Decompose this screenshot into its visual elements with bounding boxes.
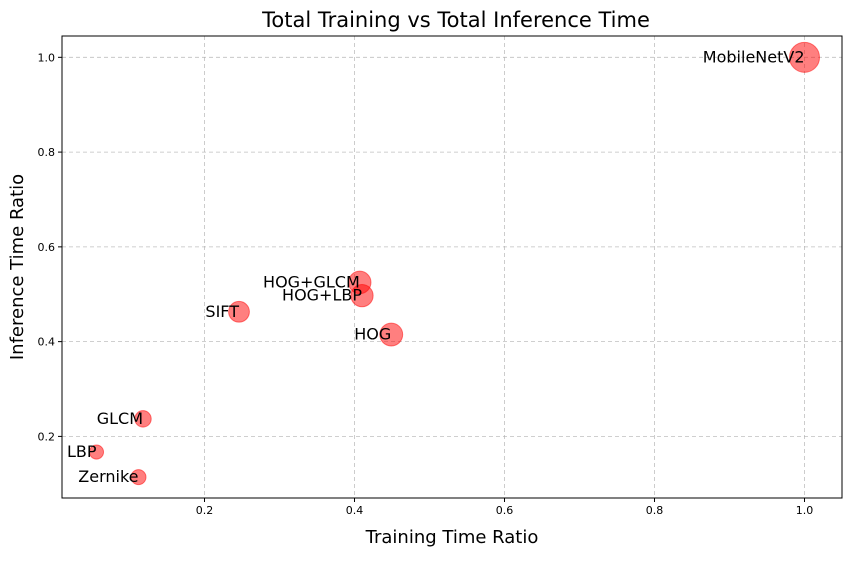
data-markers [88, 41, 820, 486]
data-point-label: SIFT [205, 302, 239, 321]
y-tick-label: 0.8 [38, 146, 56, 159]
data-point-marker [350, 284, 374, 308]
y-tick-label: 1.0 [38, 51, 56, 64]
data-point-label: HOG+LBP [282, 286, 362, 305]
data-point-label: HOG [354, 325, 391, 344]
data-point-label: GLCM [97, 409, 143, 428]
x-tick-label: 0.8 [646, 504, 664, 517]
x-tick-label: 1.0 [796, 504, 814, 517]
data-point-marker [379, 322, 404, 347]
data-point-marker [789, 41, 820, 73]
data-point-label: HOG+GLCM [263, 272, 360, 291]
y-tick-label: 0.6 [38, 241, 56, 254]
data-point-marker [228, 300, 250, 323]
x-tick-label: 0.2 [196, 504, 214, 517]
chart-title: Total Training vs Total Inference Time [261, 8, 650, 32]
y-tick-label: 0.2 [38, 430, 56, 443]
data-point-label: MobileNetV2 [703, 47, 805, 66]
data-point-marker [88, 444, 105, 460]
x-axis-label: Training Time Ratio [365, 527, 539, 548]
x-tick-label: 0.4 [346, 504, 364, 517]
axis-ticks: 0.2 0.4 0.6 0.8 1.0 0.2 0.4 0.6 0.8 1.0 [38, 51, 814, 517]
data-point-marker [134, 410, 152, 428]
y-tick-label: 0.4 [38, 336, 56, 349]
plot-area-frame [61, 35, 843, 499]
grid-lines [62, 36, 842, 498]
x-tick-label: 0.6 [496, 504, 514, 517]
data-point-marker [130, 469, 147, 486]
data-point-label: LBP [67, 442, 97, 461]
y-axis-label: Inference Time Ratio [7, 174, 28, 360]
data-point-label: Zernike [78, 467, 138, 486]
